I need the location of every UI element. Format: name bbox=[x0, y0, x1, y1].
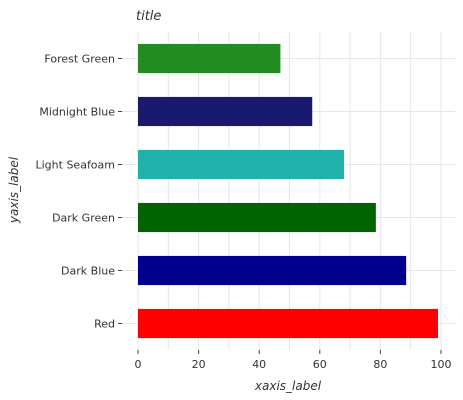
x-axis-label: xaxis_label bbox=[254, 379, 322, 393]
y-tick-label: Forest Green bbox=[44, 53, 115, 66]
plot-area bbox=[122, 32, 455, 350]
y-tick-label: Dark Blue bbox=[61, 265, 115, 278]
grid bbox=[122, 32, 455, 350]
bar-dark-blue bbox=[138, 255, 407, 286]
x-tick-label: 60 bbox=[313, 358, 327, 371]
bar-forest-green bbox=[138, 43, 281, 74]
x-tick-label: 0 bbox=[135, 358, 142, 371]
bar-dark-green bbox=[138, 202, 376, 233]
bar-red bbox=[138, 308, 438, 339]
bar-light-seafoam bbox=[138, 149, 345, 180]
y-tick-label: Red bbox=[94, 318, 115, 331]
x-axis-ticks: 0 20 40 60 80 100 bbox=[135, 350, 452, 371]
y-axis-label: yaxis_label bbox=[7, 156, 21, 224]
bar-midnight-blue bbox=[138, 96, 313, 127]
x-tick-label: 80 bbox=[373, 358, 387, 371]
x-tick-label: 20 bbox=[192, 358, 206, 371]
x-tick-label: 100 bbox=[431, 358, 452, 371]
y-axis-ticks: Red Dark Blue Dark Green Light Seafoam Midni… bbox=[36, 53, 122, 331]
bars bbox=[138, 43, 438, 339]
y-tick-label: Dark Green bbox=[52, 212, 115, 225]
x-tick-label: 40 bbox=[252, 358, 266, 371]
y-tick-label: Light Seafoam bbox=[36, 159, 116, 172]
y-tick-label: Midnight Blue bbox=[39, 106, 115, 119]
chart-title: title bbox=[136, 9, 161, 24]
